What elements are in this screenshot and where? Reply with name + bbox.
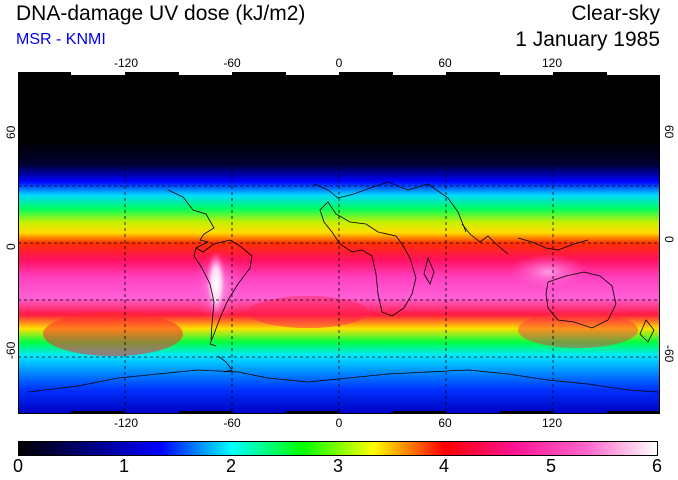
colorbar-label: 6	[651, 456, 663, 476]
lat-tick-left: 60	[4, 125, 18, 139]
lat-tick-left: 0	[4, 243, 18, 250]
colorbar-label: 4	[438, 456, 450, 476]
uv-dose-map	[18, 72, 660, 414]
dose-field-band	[248, 296, 368, 328]
lat-tick-right: -60	[662, 345, 676, 363]
frame-graduation	[71, 72, 660, 75]
dose-field-band	[508, 254, 588, 290]
lon-tick-bottom: 60	[438, 416, 452, 430]
lon-tick-top: -120	[113, 56, 139, 70]
lon-tick-bottom: -120	[113, 416, 139, 430]
graticule	[18, 72, 660, 414]
lon-tick-bottom: 0	[335, 416, 343, 430]
colorbar-label: 0	[12, 456, 24, 476]
colorbar-label: 3	[332, 456, 344, 476]
lon-tick-top: -60	[223, 56, 241, 70]
lat-tick-left: -60	[4, 341, 18, 359]
lon-tick-bottom: 120	[541, 416, 563, 430]
source-label: MSR - KNMI	[16, 31, 106, 48]
lon-tick-top: 60	[438, 56, 452, 70]
dose-field-band	[518, 312, 638, 348]
coastlines	[27, 181, 659, 393]
colorbar-label: 5	[545, 456, 557, 476]
date-label: 1 January 1985	[515, 28, 660, 51]
lat-tick-right: 0	[662, 236, 676, 243]
sky-condition-label: Clear-sky	[571, 2, 660, 25]
colorbar-label: 2	[225, 456, 237, 476]
andes-high-dose	[206, 252, 226, 316]
lon-tick-bottom: -60	[223, 416, 241, 430]
lon-tick-top: 0	[335, 56, 343, 70]
lat-tick-right: 60	[662, 125, 676, 139]
colorbar-label: 1	[118, 456, 130, 476]
lon-tick-top: 120	[541, 56, 563, 70]
frame-graduation-bottom	[71, 411, 660, 414]
map-title: DNA-damage UV dose (kJ/m2)	[16, 2, 306, 25]
colorbar	[18, 441, 658, 456]
dose-field-band	[43, 312, 183, 356]
